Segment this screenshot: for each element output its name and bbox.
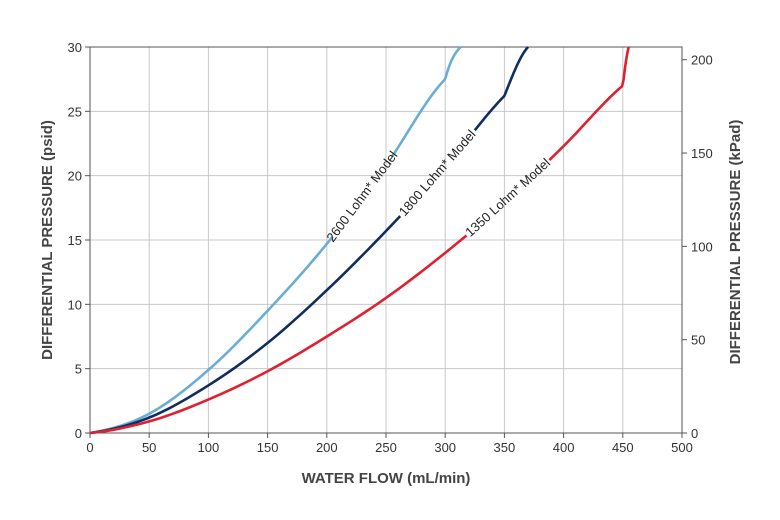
y-tick-label-left: 15 [68,233,82,248]
series-label: 1800 Lohm* Model [396,127,479,219]
x-tick-label: 50 [142,440,156,455]
series-line-lower [89,234,468,435]
y-tick-label-left: 20 [68,169,82,184]
series-line-lower [89,235,334,435]
series-label: 2600 Lohm* Model [323,148,400,245]
series-line-upper [390,46,462,158]
plot-frame [89,46,683,434]
y-tick-label-right: 150 [691,146,713,161]
series-layer [89,46,630,435]
y-tick-label-right: 100 [691,239,713,254]
series-line-lower [89,215,402,435]
y-tick-label-left: 0 [75,426,82,441]
y-axis-title-left: DIFFERENTIAL PRESSURE (psid) [39,120,56,360]
x-axis-title: WATER FLOW (mL/min) [302,470,471,487]
x-tick-label: 500 [671,440,693,455]
x-tick-label: 200 [316,440,338,455]
y-tick-label-left: 30 [68,40,82,55]
x-tick-label: 250 [375,440,397,455]
x-tick-label: 0 [86,440,93,455]
y-axis-title-right: DIFFERENTIAL PRESSURE (kPad) [727,120,744,365]
y-tick-label-left: 25 [68,104,82,119]
y-tick-label-right: 50 [691,333,705,348]
y-tick-label-right: 200 [691,53,713,68]
y-tick-label-left: 5 [75,362,82,377]
series-line-upper [548,46,630,161]
series-line-upper [473,46,530,132]
series-label: 1350 Lohm* Model [462,155,553,240]
x-tick-label: 150 [257,440,279,455]
y-tick-label-left: 10 [68,297,82,312]
y-tick-label-right: 0 [691,426,698,441]
x-tick-label: 450 [612,440,634,455]
x-tick-label: 100 [198,440,220,455]
x-tick-label: 350 [494,440,516,455]
tick-labels: 0 50 100 150 200 250 300 350 400 450 5000510152025… [68,40,713,455]
x-tick-label: 400 [553,440,575,455]
x-tick-label: 300 [434,440,456,455]
grid [85,46,687,438]
